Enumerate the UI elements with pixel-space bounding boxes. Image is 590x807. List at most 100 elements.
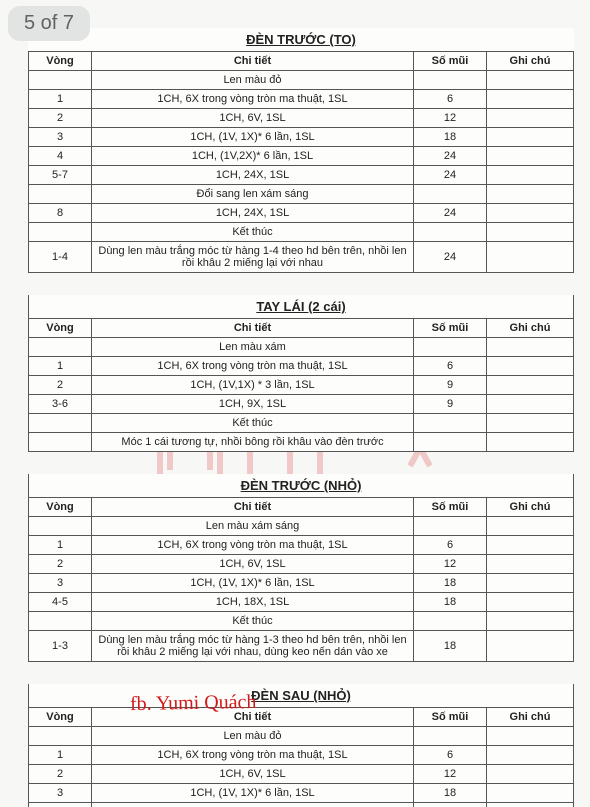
cell-ghichu xyxy=(487,109,574,128)
cell-detail: 1CH, (1V,2X)* 6 lần, 1SL xyxy=(92,147,414,166)
cell-detail: 1CH, 6X trong vòng tròn ma thuật, 1SL xyxy=(92,536,414,555)
table-row: 11CH, 6X trong vòng tròn ma thuật, 1SL6 xyxy=(29,357,574,376)
cell-somui xyxy=(414,338,487,357)
cell-vong xyxy=(29,223,92,242)
table-row: Móc 1 cái tương tự, nhồi bông rồi khâu v… xyxy=(29,433,574,452)
document-content: ĐÈN TRƯỚC (TO)VòngChi tiếtSố mũiGhi chúL… xyxy=(28,28,574,807)
cell-detail: 1CH, 24X, 1SL xyxy=(92,204,414,223)
table-row: 3-61CH, 9X, 1SL9 xyxy=(29,395,574,414)
col-vong: Vòng xyxy=(29,319,92,338)
pattern-table: TAY LÁI (2 cái)VòngChi tiếtSố mũiGhi chú… xyxy=(28,295,574,452)
cell-vong: 1-4 xyxy=(29,242,92,273)
col-somui: Số mũi xyxy=(414,52,487,71)
cell-vong xyxy=(29,414,92,433)
cell-somui: 18 xyxy=(414,593,487,612)
cell-detail: 1CH, 6V, 1SL xyxy=(92,555,414,574)
cell-ghichu xyxy=(487,357,574,376)
cell-vong xyxy=(29,185,92,204)
cell-somui: 6 xyxy=(414,90,487,109)
signature-text: fb. Yumi Quách xyxy=(130,691,257,716)
section-title: ĐÈN SAU (NHỎ) xyxy=(29,684,574,708)
cell-detail: Đổi sang len xám sáng xyxy=(92,185,414,204)
cell-detail: Dùng len màu trắng móc từ hàng 1-4 theo … xyxy=(92,242,414,273)
col-vong: Vòng xyxy=(29,52,92,71)
cell-ghichu xyxy=(487,765,574,784)
cell-somui: 18 xyxy=(414,128,487,147)
cell-vong: 2 xyxy=(29,555,92,574)
cell-somui: 24 xyxy=(414,242,487,273)
cell-detail: 1CH, (1V, 1X)* 6 lần, 1SL xyxy=(92,784,414,803)
cell-vong: 4-5 xyxy=(29,593,92,612)
cell-ghichu xyxy=(487,555,574,574)
cell-vong xyxy=(29,517,92,536)
cell-detail: Dùng len màu trắng móc từ hàng 1-3 theo … xyxy=(92,631,414,662)
table-row: 21CH, 6V, 1SL12 xyxy=(29,555,574,574)
cell-detail: 1CH, 6X trong vòng tròn ma thuật, 1SL xyxy=(92,746,414,765)
col-somui: Số mũi xyxy=(414,708,487,727)
cell-detail: Kết thúc xyxy=(92,223,414,242)
section-title: ĐÈN TRƯỚC (NHỎ) xyxy=(29,474,574,498)
cell-ghichu xyxy=(487,376,574,395)
col-chitiet: Chi tiết xyxy=(92,319,414,338)
cell-vong: 1 xyxy=(29,746,92,765)
cell-vong: 1 xyxy=(29,357,92,376)
cell-detail: Kết thúc xyxy=(92,414,414,433)
page: 5 of 7 in oriohuanla fb. Yumi Quách ĐÈN … xyxy=(0,0,590,807)
cell-ghichu xyxy=(487,204,574,223)
cell-detail: 1CH, 6X trong vòng tròn ma thuật, 1SL xyxy=(92,357,414,376)
table-row: Kết thúc xyxy=(29,223,574,242)
cell-ghichu xyxy=(487,147,574,166)
pattern-table: ĐÈN SAU (NHỎ)VòngChi tiếtSố mũiGhi chúLe… xyxy=(28,684,574,807)
cell-somui: 24 xyxy=(414,147,487,166)
col-vong: Vòng xyxy=(29,708,92,727)
cell-somui xyxy=(414,223,487,242)
cell-vong xyxy=(29,433,92,452)
cell-somui: 18 xyxy=(414,803,487,807)
table-row: 41CH, (1V,2X)* 6 lần, 1SL24 xyxy=(29,147,574,166)
col-ghichu: Ghi chú xyxy=(487,498,574,517)
cell-somui: 18 xyxy=(414,631,487,662)
cell-ghichu xyxy=(487,414,574,433)
cell-vong: 3 xyxy=(29,128,92,147)
cell-vong: 1-3 xyxy=(29,631,92,662)
cell-ghichu xyxy=(487,803,574,807)
cell-somui: 12 xyxy=(414,555,487,574)
col-somui: Số mũi xyxy=(414,498,487,517)
cell-detail: 1CH, 18X, 1SL xyxy=(92,803,414,807)
col-somui: Số mũi xyxy=(414,319,487,338)
cell-detail: 1CH, (1V,1X) * 3 lần, 1SL xyxy=(92,376,414,395)
cell-vong: 2 xyxy=(29,109,92,128)
cell-somui: 6 xyxy=(414,357,487,376)
cell-vong: 3 xyxy=(29,784,92,803)
col-chitiet: Chi tiết xyxy=(92,52,414,71)
table-row: 31CH, (1V, 1X)* 6 lần, 1SL18 xyxy=(29,128,574,147)
cell-ghichu xyxy=(487,128,574,147)
cell-ghichu xyxy=(487,338,574,357)
table-row: 21CH, (1V,1X) * 3 lần, 1SL9 xyxy=(29,376,574,395)
cell-somui: 24 xyxy=(414,166,487,185)
table-row: 1-4Dùng len màu trắng móc từ hàng 1-4 th… xyxy=(29,242,574,273)
cell-ghichu xyxy=(487,166,574,185)
cell-ghichu xyxy=(487,612,574,631)
col-ghichu: Ghi chú xyxy=(487,319,574,338)
table-row: 31CH, (1V, 1X)* 6 lần, 1SL18 xyxy=(29,784,574,803)
table-row: Kết thúc xyxy=(29,612,574,631)
cell-detail: 1CH, 6V, 1SL xyxy=(92,109,414,128)
material-cell: Len màu đỏ xyxy=(92,727,414,746)
cell-ghichu xyxy=(487,433,574,452)
table-row: Đổi sang len xám sáng xyxy=(29,185,574,204)
col-chitiet: Chi tiết xyxy=(92,498,414,517)
cell-detail: 1CH, (1V, 1X)* 6 lần, 1SL xyxy=(92,574,414,593)
col-vong: Vòng xyxy=(29,498,92,517)
cell-ghichu xyxy=(487,395,574,414)
pattern-table: ĐÈN TRƯỚC (NHỎ)VòngChi tiếtSố mũiGhi chú… xyxy=(28,474,574,662)
table-row: Kết thúc xyxy=(29,414,574,433)
cell-somui: 6 xyxy=(414,746,487,765)
cell-ghichu xyxy=(487,517,574,536)
cell-somui: 9 xyxy=(414,395,487,414)
cell-somui xyxy=(414,433,487,452)
cell-ghichu xyxy=(487,631,574,662)
cell-detail: 1CH, 6V, 1SL xyxy=(92,765,414,784)
cell-somui xyxy=(414,185,487,204)
table-row: 1-3Dùng len màu trắng móc từ hàng 1-3 th… xyxy=(29,631,574,662)
